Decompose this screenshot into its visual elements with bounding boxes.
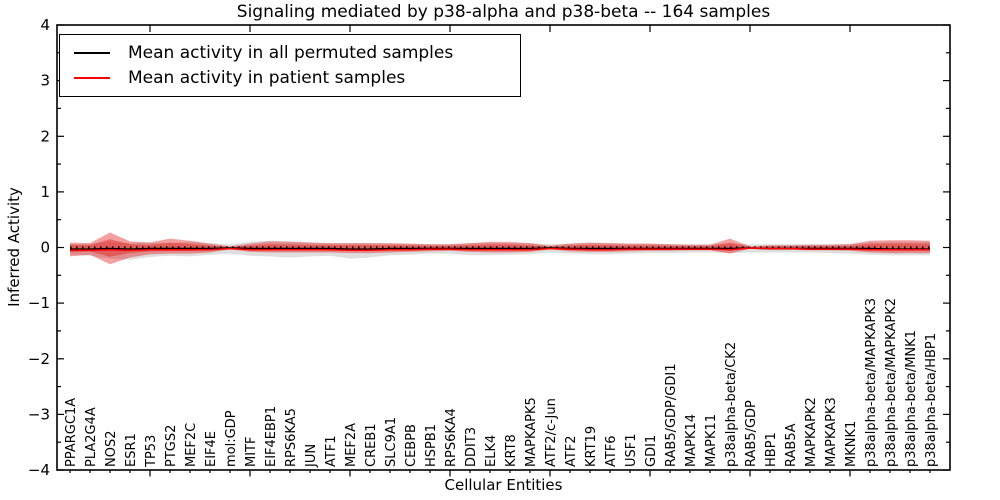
legend-entry-patient: Mean activity in patient samples (74, 68, 520, 88)
x-tick-label: MEF2C (184, 423, 199, 467)
y-tick-label: −1 (28, 294, 50, 312)
y-tick-label: 1 (40, 183, 50, 201)
x-tick-label: MITF (244, 437, 259, 467)
x-tick-label: CREB1 (364, 423, 379, 467)
x-tick-label: DDIT3 (464, 427, 479, 467)
x-tick-label: ESR1 (124, 433, 139, 467)
x-tick-label: ATF6 (604, 435, 619, 467)
x-tick-label: GDI1 (644, 435, 659, 467)
x-tick-label: RAB5A (784, 423, 799, 467)
x-tick-label: CEBPB (404, 424, 419, 467)
x-axis-label: Cellular Entities (444, 476, 563, 494)
x-tick-label: KRT8 (504, 434, 519, 467)
x-tick-label: p38alpha-beta/HBP1 (924, 333, 939, 467)
legend-box: Mean activity in all permuted samples Me… (59, 34, 521, 97)
x-tick-label: p38alpha-beta/MAPKAPK3 (864, 298, 879, 467)
y-tick-label: 0 (40, 239, 50, 257)
x-tick-label: HSPB1 (424, 424, 439, 467)
chart-title: Signaling mediated by p38-alpha and p38-… (236, 2, 771, 22)
x-tick-label: ATF1 (324, 435, 339, 467)
x-tick-label: EIF4EBP1 (264, 406, 279, 467)
x-tick-label: HBP1 (764, 432, 779, 467)
x-tick-label: MEF2A (344, 423, 359, 467)
patient-mean-line (70, 247, 930, 252)
y-tick-label: −4 (28, 461, 50, 479)
x-tick-label: RAB5/GDP (744, 400, 759, 467)
legend-entry-permuted: Mean activity in all permuted samples (74, 43, 520, 63)
x-tick-label: MAPKAPK2 (804, 397, 819, 467)
x-tick-label: USF1 (624, 433, 639, 467)
x-tick-label: KRT19 (584, 426, 599, 467)
y-tick-label: 3 (40, 72, 50, 90)
x-tick-label: ATF2 (564, 435, 579, 467)
y-tick-label: −3 (28, 405, 50, 423)
x-tick-label: p38alpha-beta/CK2 (724, 342, 739, 467)
x-tick-label: mol:GDP (224, 410, 239, 467)
x-tick-label: RPS6KA4 (444, 408, 459, 467)
legend-label: Mean activity in all permuted samples (128, 42, 454, 63)
x-tick-label: RAB5/GDP/GDI1 (664, 364, 679, 467)
y-tick-label: −2 (28, 350, 50, 368)
y-tick-label: 2 (40, 127, 50, 145)
x-tick-label: p38alpha-beta/MAPKAPK2 (884, 298, 899, 467)
x-tick-label: PPARGC1A (64, 398, 79, 467)
x-tick-label: MKNK1 (844, 421, 859, 467)
y-axis-label: Inferred Activity (5, 187, 23, 307)
x-tick-label: MAPKAPK3 (824, 397, 839, 467)
x-tick-label: ATF2/c-Jun (544, 398, 559, 467)
x-tick-label: ELK4 (484, 435, 499, 467)
x-tick-label: SLC9A1 (384, 417, 399, 467)
y-tick-label: 4 (40, 16, 50, 34)
x-tick-label: MAPK14 (684, 414, 699, 467)
legend-line-black (74, 51, 110, 54)
x-tick-label: NOS2 (104, 431, 119, 467)
x-tick-label: RPS6KA5 (284, 408, 299, 467)
legend-label: Mean activity in patient samples (128, 68, 406, 89)
x-tick-label: p38alpha-beta/MNK1 (904, 330, 919, 467)
x-tick-label: PLA2G4A (84, 407, 99, 467)
x-tick-label: MAPK11 (704, 414, 719, 467)
legend-line-red (74, 77, 110, 80)
x-tick-label: MAPKAPK5 (524, 397, 539, 467)
x-tick-label: JUN (304, 444, 319, 468)
x-tick-label: TP53 (144, 435, 159, 468)
x-tick-label: EIF4E (204, 431, 219, 467)
x-tick-label: PTGS2 (164, 425, 179, 467)
